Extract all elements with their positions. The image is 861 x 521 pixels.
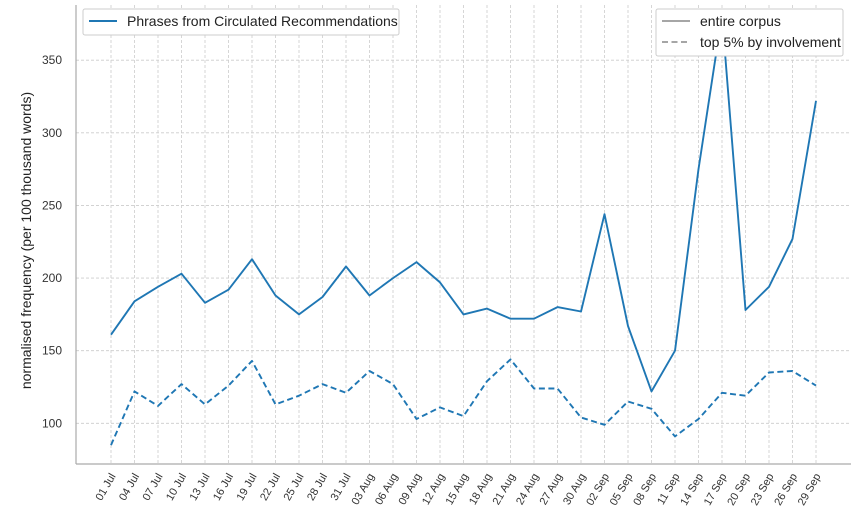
y-tick-label: 100 (42, 416, 62, 430)
legend-label-entire-corpus: entire corpus (700, 13, 781, 29)
y-tick-label: 150 (42, 344, 62, 358)
color-legend: Phrases from Circulated Recommendations (82, 8, 400, 36)
x-tick-label: 29 Sep (796, 472, 824, 508)
x-tick-label: 28 Jul (305, 472, 330, 503)
x-tick-label: 08 Sep (631, 472, 659, 508)
y-tick-label: 250 (42, 198, 62, 212)
color-legend-box (82, 8, 400, 36)
x-tick-label: 22 Jul (258, 472, 283, 503)
x-tick-label: 13 Jul (188, 472, 213, 503)
series-lines (110, 14, 817, 446)
x-tick-label: 31 Jul (329, 472, 354, 503)
x-tick-label: 01 Jul (94, 472, 119, 503)
grid (76, 5, 851, 464)
style-legend-box (655, 8, 844, 57)
y-axis-label: normalised frequency (per 100 thousand w… (18, 92, 34, 389)
x-tick-label: 07 Jul (141, 472, 166, 503)
style-legend: entire corpus top 5% by involvement (655, 8, 844, 57)
axes (75, 5, 851, 465)
x-tick-label: 04 Jul (117, 472, 142, 503)
x-tick-label: 16 Jul (211, 472, 236, 503)
y-tick-labels: 100 150 200 250 300 350 (42, 53, 62, 430)
series-line-entire-corpus (110, 14, 817, 393)
series-line-top-5-percent (110, 358, 817, 446)
y-tick-label: 350 (42, 53, 62, 67)
legend-label-top-5-percent: top 5% by involvement (700, 34, 841, 50)
y-tick-label: 200 (42, 271, 62, 285)
x-tick-label: 19 Jul (235, 472, 260, 503)
x-tick-label: 25 Jul (282, 472, 307, 503)
x-tick-label: 10 Jul (164, 472, 189, 503)
legend-label-series: Phrases from Circulated Recommendations (127, 13, 398, 29)
y-tick-label: 300 (42, 126, 62, 140)
